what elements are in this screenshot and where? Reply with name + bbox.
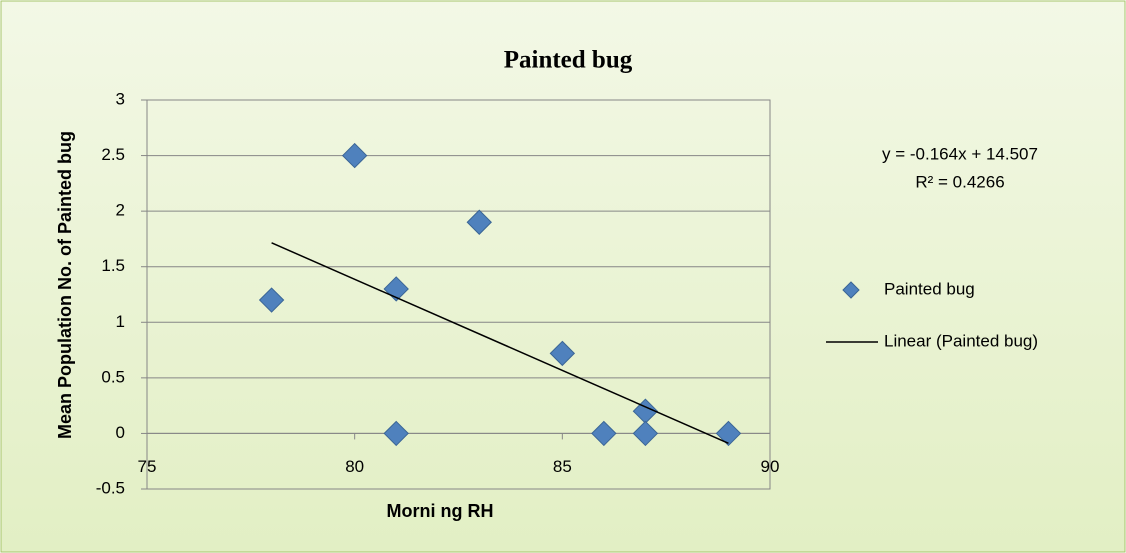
point xyxy=(632,420,659,447)
x-axis-label: Morni ng RH xyxy=(387,501,494,521)
y-tick-label: 2.5 xyxy=(101,145,125,164)
point xyxy=(466,209,492,235)
point xyxy=(383,420,409,447)
x-tick-label: 80 xyxy=(345,457,364,476)
chart-title: Painted bug xyxy=(504,47,633,74)
legend-label: Painted bug xyxy=(884,279,975,298)
point xyxy=(258,287,285,313)
point xyxy=(383,276,409,302)
legend-label: Linear (Painted bug) xyxy=(884,331,1038,350)
point xyxy=(549,340,576,367)
trend-equation: y = -0.164x + 14.507 xyxy=(882,144,1038,163)
y-axis-label: Mean Population No. of Painted bug xyxy=(55,131,75,439)
y-tick-label: 0 xyxy=(116,423,125,442)
x-tick-label: 90 xyxy=(761,457,780,476)
y-tick-label: -0.5 xyxy=(96,478,125,497)
point xyxy=(341,142,368,169)
y-tick-label: 3 xyxy=(116,89,125,108)
point xyxy=(715,420,742,447)
trendline xyxy=(271,242,729,445)
y-tick-label: 0.5 xyxy=(101,367,125,386)
x-tick-label: 75 xyxy=(138,457,157,476)
y-tick-label: 1.5 xyxy=(101,256,125,275)
y-tick-label: 2 xyxy=(116,201,125,220)
x-tick-label: 85 xyxy=(553,457,572,476)
legend-marker xyxy=(842,281,860,299)
point xyxy=(591,420,617,447)
trend-r-squared: R² = 0.4266 xyxy=(915,172,1004,191)
y-tick-label: 1 xyxy=(116,312,125,331)
